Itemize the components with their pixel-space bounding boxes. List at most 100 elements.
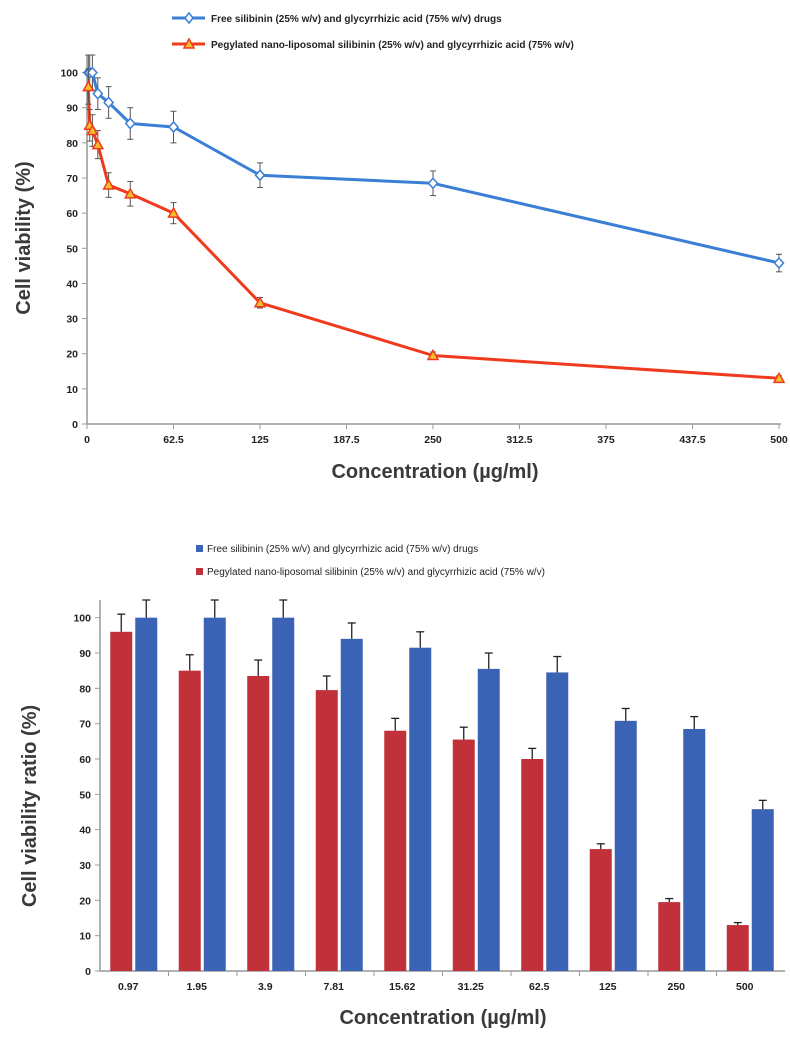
line-y-tick-label: 20 <box>66 349 78 361</box>
line-y-tick-label: 40 <box>66 278 78 290</box>
bar-y-axis-title: Cell viability ratio (%) <box>19 705 41 907</box>
line-x-tick-label: 375 <box>597 434 615 446</box>
legend-marker-triangle-icon <box>182 37 196 49</box>
bar <box>409 647 432 971</box>
bar-x-tick-label: 3.9 <box>258 981 273 993</box>
bar-y-tick-label: 0 <box>85 966 91 978</box>
line-point-triangle <box>426 348 440 361</box>
bar-x-ticks: 0.97 1.95 3.9 7.81 15.62 31.25 62.5 125 250 500 <box>118 971 754 993</box>
line-y-tick-label: 80 <box>66 138 78 150</box>
bar <box>589 849 612 971</box>
line-y-tick-label: 90 <box>66 103 78 115</box>
line-point-triangle <box>772 371 786 384</box>
line-y-tick-label: 0 <box>72 419 78 431</box>
line-point-diamond <box>427 177 439 190</box>
bar-y-tick-label: 10 <box>79 931 91 943</box>
line-point-diamond <box>254 169 266 182</box>
bar-legend: Free silibinin (25% w/v) and glycyrrhizi… <box>196 544 545 578</box>
line-point-triangle <box>102 178 115 190</box>
line-point-triangle <box>167 206 180 218</box>
bar-x-axis-title: Concentration (µg/ml) <box>339 1007 546 1029</box>
bar <box>658 902 681 971</box>
line-y-tick-label: 50 <box>66 243 78 255</box>
bar-y-tick-label: 40 <box>79 825 91 837</box>
bar <box>384 730 407 971</box>
line-x-tick-label: 62.5 <box>163 434 184 446</box>
bar-x-tick-label: 0.97 <box>118 981 139 993</box>
line-y-tick-label: 30 <box>66 314 78 326</box>
bar-legend-label-free: Free silibinin (25% w/v) and glycyrrhizi… <box>207 544 478 555</box>
line-x-tick-label: 187.5 <box>333 434 359 446</box>
bar-series <box>110 599 774 971</box>
bar-y-tick-label: 90 <box>79 648 91 660</box>
bar <box>521 759 544 971</box>
line-chart: Free silibinin (25% w/v) and glycyrrhizi… <box>13 11 788 483</box>
bar <box>178 670 201 971</box>
bar-y-tick-label: 60 <box>79 754 91 766</box>
legend-item-free: Free silibinin (25% w/v) and glycyrrhizi… <box>172 11 502 25</box>
line-point-triangle <box>82 80 95 92</box>
bar <box>272 617 295 971</box>
line-point-diamond <box>773 256 785 270</box>
line-x-tick-label: 500 <box>770 434 788 446</box>
line-legend: Free silibinin (25% w/v) and glycyrrhizi… <box>172 11 574 51</box>
line-y-tick-label: 60 <box>66 208 78 220</box>
legend-label-peg: Pegylated nano-liposomal silibinin (25% … <box>211 40 574 51</box>
line-x-tick-label: 437.5 <box>679 434 705 446</box>
bar-y-tick-label: 30 <box>79 860 91 872</box>
line-x-tick-label: 0 <box>84 434 90 446</box>
line-series-path <box>86 86 780 380</box>
line-point-diamond <box>92 87 104 100</box>
bar <box>203 617 226 971</box>
bar-x-tick-label: 125 <box>599 981 617 993</box>
bar <box>751 809 774 971</box>
line-series-peg <box>82 68 786 384</box>
bar <box>340 638 363 971</box>
line-x-ticks: 0 62.5 125 187.5 250 312.5 375 437.5 500 <box>84 424 788 446</box>
bar-legend-swatch-peg <box>196 568 203 575</box>
line-series <box>82 54 786 384</box>
line-x-tick-label: 250 <box>424 434 442 446</box>
bar <box>135 617 158 971</box>
line-y-axis-title: Cell viability (%) <box>13 161 35 314</box>
line-y-tick-label: 100 <box>60 68 78 80</box>
line-point-triangle <box>123 187 137 199</box>
bar <box>477 668 500 971</box>
legend-label-free: Free silibinin (25% w/v) and glycyrrhizi… <box>211 14 502 25</box>
bar <box>247 675 270 971</box>
bar-x-tick-label: 500 <box>736 981 754 993</box>
line-x-tick-label: 312.5 <box>506 434 532 446</box>
bar-x-tick-label: 7.81 <box>324 981 345 993</box>
bar <box>683 728 706 971</box>
bar-x-tick-label: 1.95 <box>187 981 208 993</box>
line-series-free <box>82 54 785 273</box>
line-point-diamond <box>167 120 180 134</box>
bar <box>726 925 749 971</box>
bar-legend-label-peg: Pegylated nano-liposomal silibinin (25% … <box>207 567 545 578</box>
bar-x-tick-label: 31.25 <box>458 981 484 993</box>
line-point-diamond <box>103 96 115 109</box>
line-point-triangle <box>86 124 99 136</box>
bar-x-tick-label: 62.5 <box>529 981 550 993</box>
line-point-triangle <box>91 138 105 150</box>
bar-y-tick-label: 20 <box>79 895 91 907</box>
bar-y-tick-label: 70 <box>79 719 91 731</box>
line-point-triangle <box>253 296 267 308</box>
line-x-axis-title: Concentration (µg/ml) <box>331 461 538 483</box>
bar-legend-item-free: Free silibinin (25% w/v) and glycyrrhizi… <box>196 544 478 555</box>
line-series-path <box>88 71 780 265</box>
bar-y-tick-label: 50 <box>79 789 91 801</box>
line-y-tick-label: 10 <box>66 384 78 396</box>
bar-y-ticks: 0 10 20 30 40 50 60 70 80 90 100 <box>73 613 100 978</box>
bar-y-tick-label: 100 <box>73 613 91 625</box>
line-x-tick-label: 125 <box>251 434 269 446</box>
line-y-tick-label: 70 <box>66 173 78 185</box>
bar-chart: Free silibinin (25% w/v) and glycyrrhizi… <box>19 544 785 1029</box>
bar-series-peg <box>110 613 749 971</box>
line-y-ticks: 0 10 20 30 40 50 60 70 80 90 100 <box>60 68 87 431</box>
bar <box>614 720 637 971</box>
bar <box>546 672 569 971</box>
bar-y-tick-label: 80 <box>79 683 91 695</box>
bar-legend-item-peg: Pegylated nano-liposomal silibinin (25% … <box>196 567 545 578</box>
